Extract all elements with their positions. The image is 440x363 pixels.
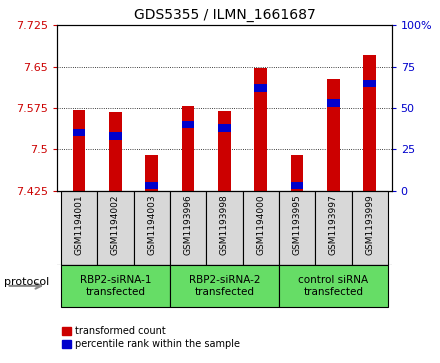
Bar <box>291 182 304 189</box>
Bar <box>109 132 122 140</box>
Bar <box>145 155 158 191</box>
Text: GSM1193998: GSM1193998 <box>220 194 229 255</box>
Text: RBP2-siRNA-2
transfected: RBP2-siRNA-2 transfected <box>189 275 260 297</box>
Bar <box>73 129 85 136</box>
Bar <box>352 191 388 265</box>
Text: protocol: protocol <box>4 277 50 287</box>
Text: RBP2-siRNA-1
transfected: RBP2-siRNA-1 transfected <box>80 275 151 297</box>
Bar <box>291 155 304 191</box>
Bar <box>279 191 315 265</box>
Text: GSM1193997: GSM1193997 <box>329 194 338 255</box>
Bar <box>242 191 279 265</box>
Bar <box>133 191 170 265</box>
Bar <box>61 265 170 307</box>
Text: control siRNA
transfected: control siRNA transfected <box>298 275 369 297</box>
Bar <box>145 182 158 189</box>
Bar <box>254 68 267 191</box>
Text: GSM1194002: GSM1194002 <box>111 194 120 255</box>
Bar <box>97 191 133 265</box>
Legend: transformed count, percentile rank within the sample: transformed count, percentile rank withi… <box>62 326 240 349</box>
Bar <box>279 265 388 307</box>
Text: GSM1194001: GSM1194001 <box>74 194 84 255</box>
Bar <box>182 106 194 191</box>
Text: GSM1193999: GSM1193999 <box>365 194 374 255</box>
Bar <box>363 79 376 87</box>
Text: GSM1193996: GSM1193996 <box>183 194 193 255</box>
Bar <box>218 111 231 191</box>
Text: GSM1193995: GSM1193995 <box>293 194 301 255</box>
Bar <box>254 85 267 92</box>
Bar <box>327 79 340 191</box>
Text: GSM1194003: GSM1194003 <box>147 194 156 255</box>
Bar <box>206 191 242 265</box>
Bar <box>218 124 231 131</box>
Bar <box>73 110 85 191</box>
Bar <box>61 191 97 265</box>
Bar <box>182 121 194 128</box>
Bar <box>315 191 352 265</box>
Title: GDS5355 / ILMN_1661687: GDS5355 / ILMN_1661687 <box>133 8 315 22</box>
Text: GSM1194000: GSM1194000 <box>256 194 265 255</box>
Bar <box>170 191 206 265</box>
Bar <box>109 113 122 191</box>
Bar <box>170 265 279 307</box>
Bar <box>327 99 340 107</box>
Bar <box>363 54 376 191</box>
